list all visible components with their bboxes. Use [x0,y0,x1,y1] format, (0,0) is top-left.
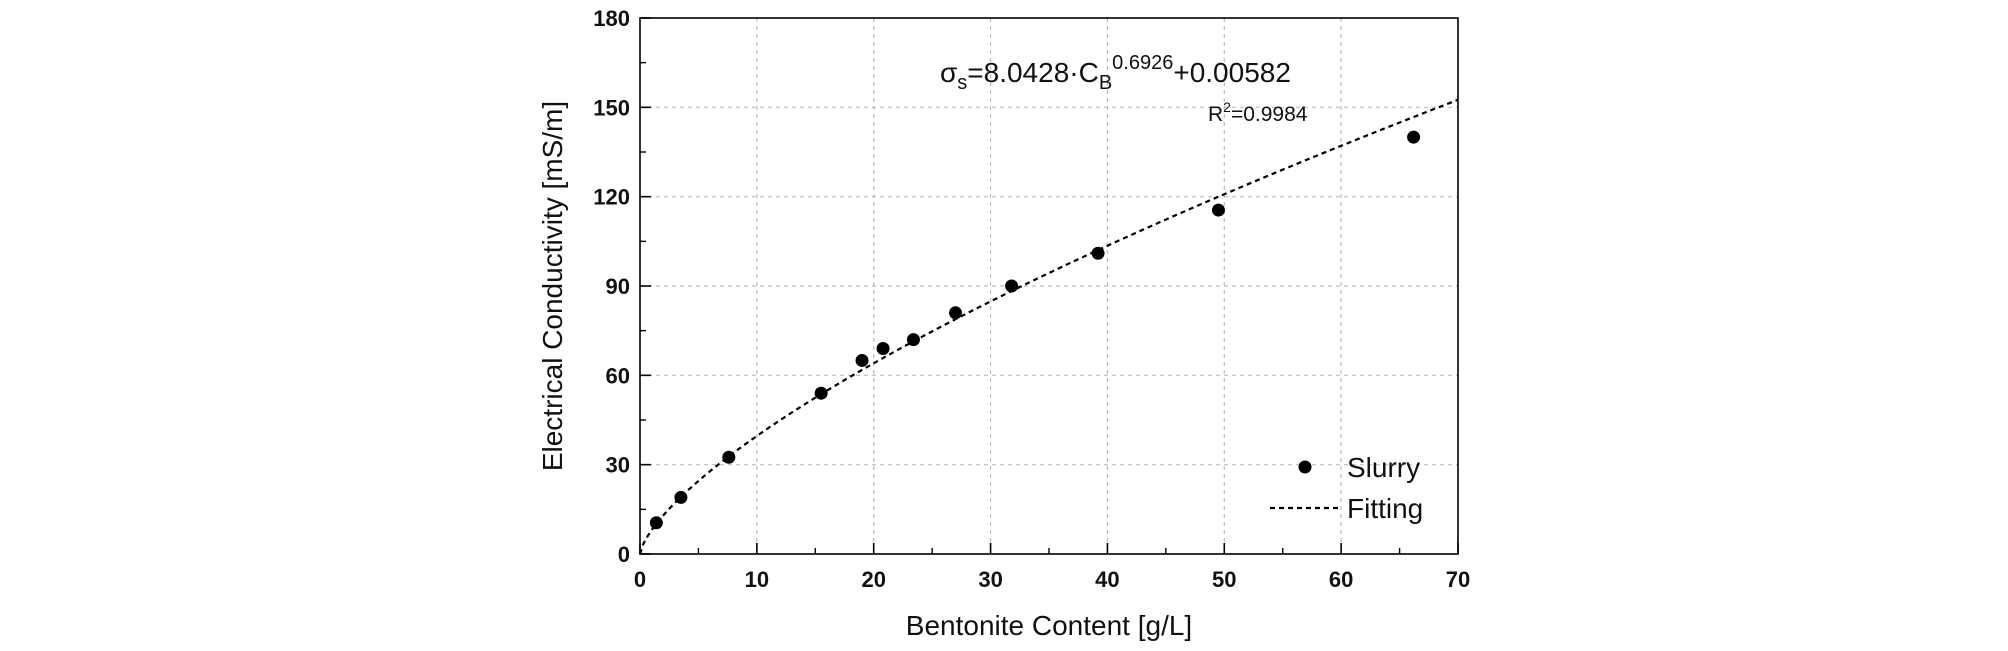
fit-equation: σs=8.0428·CB0.6926+0.00582 [940,52,1291,94]
y-tick-label: 60 [606,363,630,388]
x-axis-title: Bentonite Content [g/L] [906,610,1192,641]
legend-slurry-marker [1298,460,1312,474]
y-tick-label: 30 [606,453,630,478]
slurry-point [949,306,963,320]
y-tick-label: 180 [593,6,630,31]
slurry-point [855,353,869,367]
slurry-point [876,342,890,356]
x-tick-labels: 0 10 20 30 40 50 60 70 [634,567,1470,592]
r-squared: R2=0.9984 [1208,99,1308,126]
slurry-points [649,130,1421,530]
slurry-point [722,450,736,464]
slurry-point [674,490,688,504]
y-tick-label: 150 [593,95,630,120]
y-axis-title: Electrical Conductivity [mS/m] [537,101,568,471]
x-tick-label: 40 [1095,567,1119,592]
eq-sigma-subscript: s [957,72,967,94]
y-tick-label: 120 [593,185,630,210]
x-tick-label: 30 [978,567,1002,592]
slurry-point [1091,246,1105,260]
legend-slurry-label: Slurry [1347,452,1420,483]
slurry-point [1407,130,1421,144]
x-tick-label: 20 [861,567,885,592]
x-tick-label: 60 [1329,567,1353,592]
eq-part-2: +0.00582 [1173,57,1291,88]
fitting-curve [638,98,1459,555]
r2-value: =0.9984 [1231,103,1308,126]
x-tick-label: 0 [634,567,646,592]
eq-c-subscript: B [1099,72,1112,94]
y-tick-label: 0 [618,542,630,567]
r2-r: R [1208,103,1223,126]
y-tick-labels: 0 30 60 90 120 150 180 [593,6,630,567]
grid [640,18,1458,554]
x-tick-label: 70 [1446,567,1470,592]
slurry-point [1211,203,1225,217]
legend-fitting-label: Fitting [1347,493,1423,524]
legend: Slurry Fitting [1270,452,1423,524]
slurry-point [1005,279,1019,293]
x-tick-label: 10 [745,567,769,592]
eq-sigma: σ [940,57,957,88]
slurry-point [814,386,828,400]
eq-exponent: 0.6926 [1112,52,1173,74]
eq-part-1: =8.0428·C [967,57,1099,88]
slurry-point [906,333,920,347]
x-tick-label: 50 [1212,567,1236,592]
r2-superscript: 2 [1223,99,1231,115]
y-tick-label: 90 [606,274,630,299]
slurry-point [649,516,663,530]
